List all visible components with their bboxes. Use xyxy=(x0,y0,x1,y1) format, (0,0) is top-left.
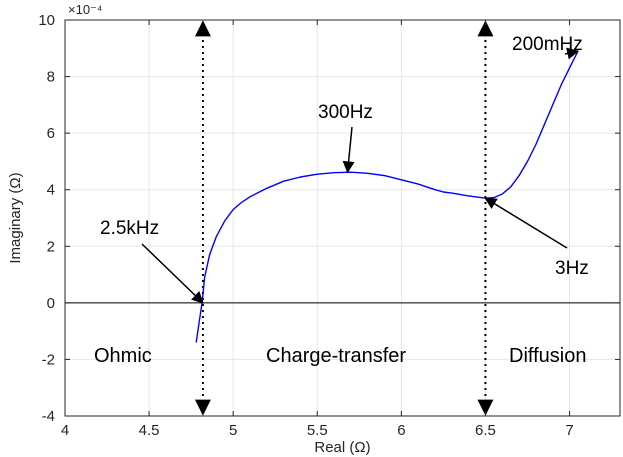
y-tick-label: 6 xyxy=(47,125,55,142)
reference-lines xyxy=(65,20,620,416)
x-tick-label: 5 xyxy=(229,422,237,439)
plot-frame xyxy=(64,19,621,417)
region-label-charge-transfer: Charge-transfer xyxy=(266,345,406,367)
y-tick-label: 0 xyxy=(47,295,55,312)
y-tick-label: 10 xyxy=(38,12,55,29)
x-axis-label: Real (Ω) xyxy=(314,439,370,456)
annotation-arrow xyxy=(342,126,355,174)
x-tick-label: 7 xyxy=(565,422,573,439)
plot-series xyxy=(195,50,579,343)
y-axis-label: Imaginary (Ω) xyxy=(7,172,24,263)
impedance-series-line xyxy=(195,50,579,343)
annotation-300hz: 300Hz xyxy=(318,102,373,123)
y-tick-label: 4 xyxy=(47,182,55,199)
annotation-arrow xyxy=(141,243,204,304)
y-tick-label: -4 xyxy=(42,408,55,425)
annotation-2-5khz: 2.5kHz xyxy=(100,218,159,239)
x-tick-label: 5.5 xyxy=(307,422,328,439)
annotation-arrows xyxy=(141,47,580,304)
x-tick-label: 4.5 xyxy=(139,422,160,439)
y-tick-label: 8 xyxy=(47,69,55,86)
x-tick-label: 6 xyxy=(397,422,405,439)
y-tick-label: -2 xyxy=(42,351,55,368)
region-label-diffusion: Diffusion xyxy=(509,345,586,367)
region-label-ohmic: Ohmic xyxy=(94,345,152,367)
annotation-arrow xyxy=(564,47,580,60)
y-exponent-label: ×10⁻⁴ xyxy=(68,2,103,17)
axis-ticks: 4 4.5 5 5.5 6 6.5 7 -4 -2 0 2 4 6 8 10 xyxy=(38,12,620,439)
x-tick-label: 6.5 xyxy=(475,422,496,439)
annotation-3hz: 3Hz xyxy=(555,258,589,279)
annotation-arrow xyxy=(484,197,568,249)
annotation-200mhz: 200mHz xyxy=(512,34,583,55)
y-tick-label: 2 xyxy=(47,238,55,255)
x-tick-label: 4 xyxy=(61,422,69,439)
